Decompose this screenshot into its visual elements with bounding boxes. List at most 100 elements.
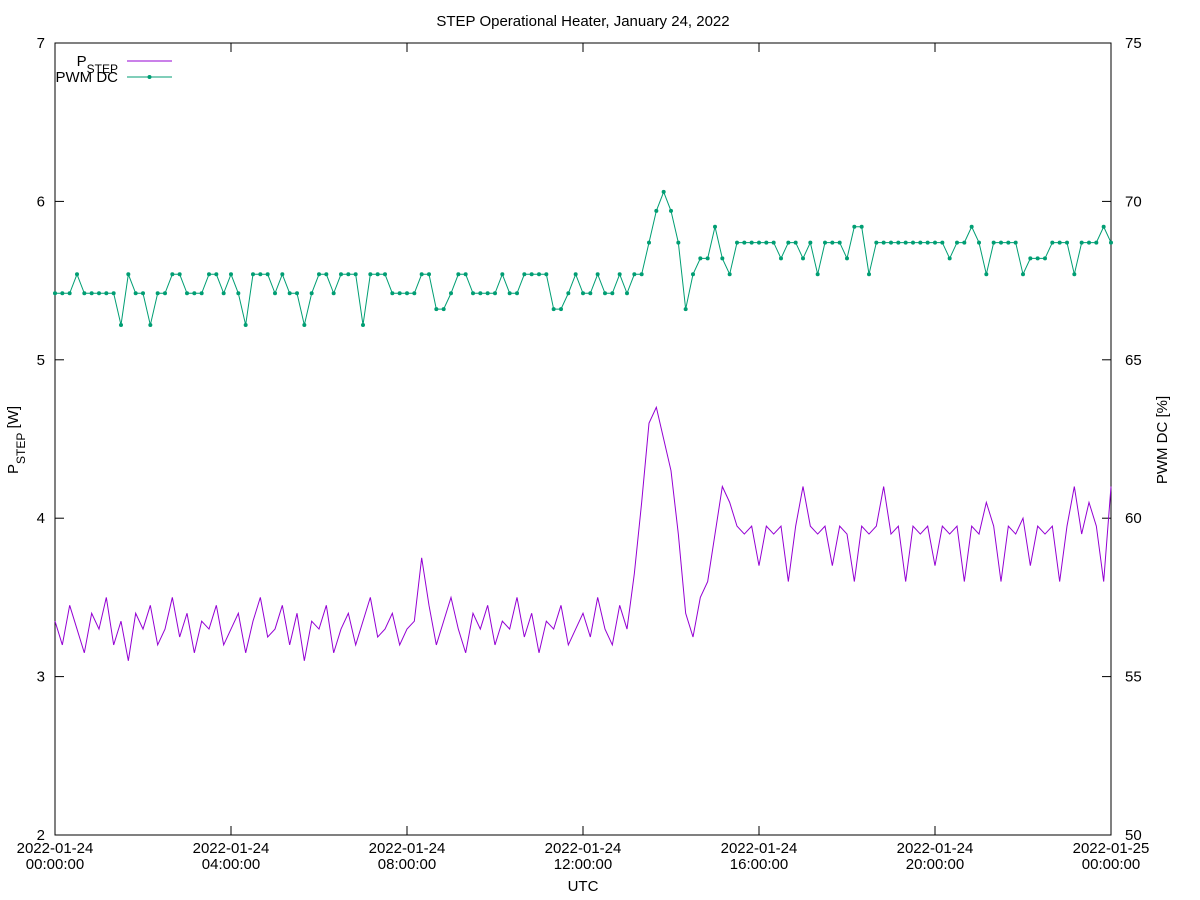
legend-label-part: STEP	[87, 62, 118, 76]
series-marker	[243, 322, 248, 327]
series-marker	[265, 272, 270, 277]
series-marker	[1028, 256, 1033, 261]
series-marker	[353, 272, 358, 277]
series-marker	[449, 291, 453, 296]
y-axis-label-part: P	[5, 464, 22, 474]
series-marker	[412, 291, 417, 296]
legend-label-part: PWM DC	[56, 69, 119, 86]
series-marker	[427, 272, 431, 277]
series-marker	[309, 291, 314, 296]
series-marker	[859, 224, 864, 229]
series-marker	[229, 272, 233, 277]
series-marker	[493, 291, 497, 296]
series-marker	[346, 272, 351, 277]
series-marker	[1035, 256, 1040, 261]
series-marker	[823, 240, 827, 245]
series-marker	[573, 272, 578, 277]
series-marker	[705, 256, 710, 261]
series-marker	[720, 256, 725, 261]
series-marker	[339, 272, 343, 277]
series-marker	[793, 240, 798, 245]
y-tick-label: 2	[37, 827, 45, 844]
y2-tick-label: 70	[1125, 193, 1142, 210]
legend-label-part: P	[77, 53, 87, 70]
series-marker	[911, 240, 915, 245]
series-marker	[471, 291, 475, 296]
series-marker	[82, 291, 87, 296]
series-marker	[331, 291, 336, 296]
y-tick-label: 3	[37, 669, 45, 686]
series-marker	[1057, 240, 1062, 245]
series-marker	[588, 291, 593, 296]
series-marker	[874, 240, 879, 245]
series-marker	[713, 224, 717, 229]
y-tick-label: 4	[37, 510, 45, 527]
y-axis-label: PSTEP [W]	[5, 406, 28, 474]
series-marker	[889, 240, 893, 245]
series-marker	[603, 291, 607, 296]
series-marker	[537, 272, 541, 277]
series-marker	[133, 291, 138, 296]
series-marker	[97, 291, 101, 296]
series-marker	[522, 272, 527, 277]
series-marker	[595, 272, 600, 277]
series-marker	[896, 240, 901, 245]
legend-marker	[147, 75, 152, 79]
series-marker	[361, 322, 365, 327]
series-marker	[207, 272, 211, 277]
series-marker	[903, 240, 908, 245]
series-marker	[1013, 240, 1018, 245]
series-marker	[434, 307, 439, 312]
series-marker	[1094, 240, 1099, 245]
series-marker	[1050, 240, 1055, 245]
series-marker	[1043, 256, 1047, 261]
x-tick-label: 2022-01-25 00:00:00	[1073, 840, 1150, 873]
series-marker	[375, 272, 380, 277]
series-marker	[984, 272, 989, 277]
series-marker	[925, 240, 930, 245]
series-marker	[867, 272, 871, 277]
series-marker	[500, 272, 505, 277]
y2-tick-label: 75	[1125, 35, 1142, 52]
x-tick-label: 2022-01-24 08:00:00	[369, 840, 446, 873]
series-marker	[111, 291, 116, 296]
series-marker	[236, 291, 241, 296]
series-marker	[67, 291, 72, 296]
series-marker	[397, 291, 402, 296]
series-marker	[405, 291, 409, 296]
series-marker	[757, 240, 761, 245]
series-marker	[559, 307, 563, 312]
series-marker	[390, 291, 395, 296]
series-marker	[280, 272, 285, 277]
series-marker	[1087, 240, 1091, 245]
y-axis-label-part: [W]	[5, 406, 22, 433]
y-tick-label: 6	[37, 193, 45, 210]
legend-label: PWM DC	[56, 69, 119, 86]
series-marker	[441, 307, 446, 312]
series-marker	[617, 272, 622, 277]
series-marker	[383, 272, 387, 277]
x-tick-label: 2022-01-24 20:00:00	[897, 840, 974, 873]
series-marker	[478, 291, 483, 296]
series-marker	[735, 240, 739, 245]
series-marker	[141, 291, 145, 296]
series-marker	[566, 291, 571, 296]
series-marker	[551, 307, 556, 312]
series-marker	[801, 256, 805, 261]
series-marker	[815, 272, 820, 277]
series-marker	[647, 240, 651, 245]
series-marker	[969, 224, 974, 229]
series-marker	[273, 291, 277, 296]
series-marker	[221, 291, 226, 296]
series-marker	[837, 240, 842, 245]
y2-axis-label: PWM DC [%]	[1154, 396, 1171, 484]
series-marker	[661, 189, 666, 194]
series-marker	[104, 291, 109, 296]
series-marker	[683, 307, 688, 312]
series-marker	[170, 272, 175, 277]
series-marker	[456, 272, 461, 277]
series-marker	[302, 322, 307, 327]
series-marker	[295, 291, 299, 296]
series-marker	[581, 291, 585, 296]
